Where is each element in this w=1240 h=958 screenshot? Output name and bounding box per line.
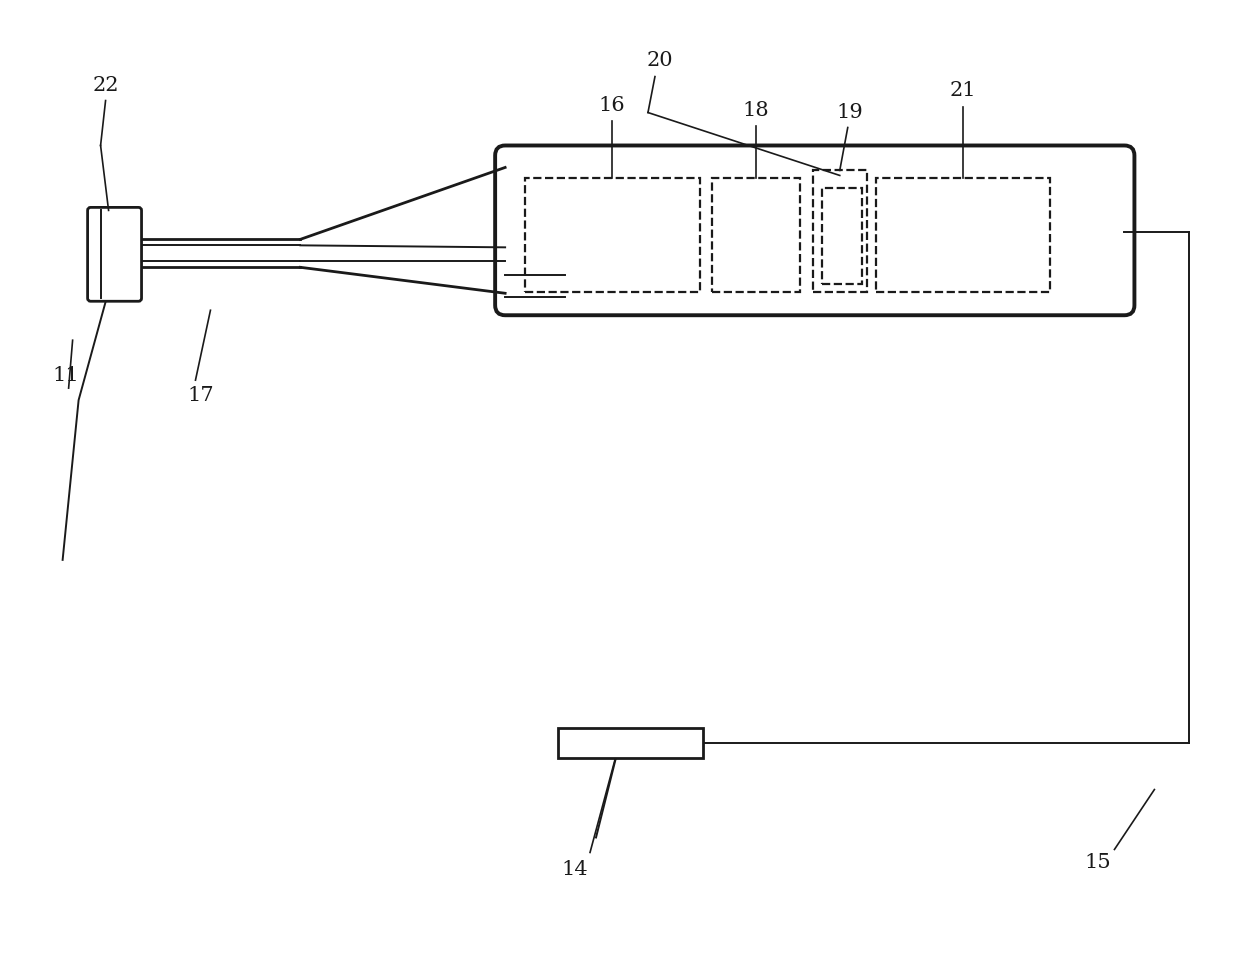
Text: 11: 11 bbox=[52, 366, 79, 385]
Bar bbox=[712, 178, 800, 292]
Bar bbox=[812, 171, 867, 292]
Bar bbox=[525, 178, 699, 292]
Text: 22: 22 bbox=[92, 76, 119, 95]
Text: 19: 19 bbox=[836, 103, 863, 122]
Text: 17: 17 bbox=[187, 386, 213, 404]
Bar bbox=[558, 728, 703, 758]
Text: 14: 14 bbox=[562, 860, 588, 878]
Bar bbox=[822, 189, 862, 285]
Text: 15: 15 bbox=[1084, 853, 1111, 872]
Text: 21: 21 bbox=[950, 81, 976, 100]
Text: 20: 20 bbox=[646, 51, 673, 70]
FancyBboxPatch shape bbox=[495, 146, 1135, 315]
Text: 16: 16 bbox=[599, 96, 625, 115]
FancyBboxPatch shape bbox=[88, 207, 141, 301]
Bar bbox=[875, 178, 1049, 292]
Text: 18: 18 bbox=[743, 101, 769, 120]
